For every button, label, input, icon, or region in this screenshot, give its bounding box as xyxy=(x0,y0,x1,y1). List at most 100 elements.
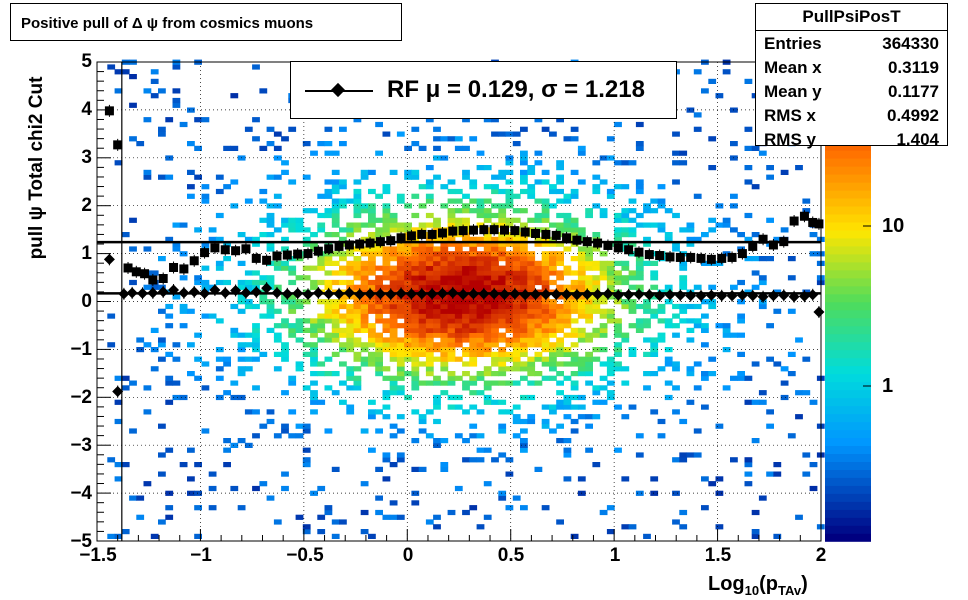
heatmap-cell xyxy=(505,313,514,319)
heatmap-cell xyxy=(331,299,340,305)
heatmap-cell xyxy=(606,371,615,377)
heatmap-cell xyxy=(491,236,499,242)
sigma-point xyxy=(344,240,354,250)
heatmap-cell xyxy=(266,303,275,310)
heatmap-cell xyxy=(556,438,564,444)
heatmap-cell xyxy=(570,361,579,367)
heatmap-cell xyxy=(708,481,717,487)
y-tick-label: 1 xyxy=(81,243,92,264)
z-tick-label: 10 xyxy=(882,215,905,237)
heatmap-cell xyxy=(179,251,188,257)
heatmap-cell xyxy=(201,361,210,367)
heatmap-cell xyxy=(324,385,333,391)
heatmap-cell xyxy=(404,332,412,338)
heatmap-cell xyxy=(368,308,376,314)
heatmap-cell xyxy=(498,313,507,319)
heatmap-cell xyxy=(614,232,622,238)
heatmap-cell xyxy=(440,380,449,386)
heatmap-cell xyxy=(715,222,724,228)
heatmap-cell xyxy=(295,366,304,372)
heatmap-cell xyxy=(324,232,333,238)
heatmap-cell xyxy=(701,375,709,381)
heatmap-cell xyxy=(237,232,246,238)
heatmap-cell xyxy=(592,184,601,190)
heatmap-cell xyxy=(447,198,456,204)
heatmap-cell xyxy=(107,313,116,319)
heatmap-cell xyxy=(635,188,644,195)
heatmap-cell xyxy=(375,318,383,324)
heatmap-cell xyxy=(288,217,297,223)
heatmap-cell xyxy=(563,246,572,252)
heatmap-cell xyxy=(520,418,528,425)
heatmap-cell xyxy=(585,246,593,252)
heatmap-cell xyxy=(418,418,427,425)
heatmap-cell xyxy=(353,227,362,233)
heatmap-cell xyxy=(324,179,333,185)
heatmap-cell xyxy=(549,313,557,319)
heatmap-cell xyxy=(331,251,340,257)
heatmap-cell xyxy=(512,414,521,420)
heatmap-cell xyxy=(447,509,456,516)
heatmap-cell xyxy=(643,222,651,228)
heatmap-cell xyxy=(657,308,666,314)
heatmap-cell xyxy=(411,193,420,199)
heatmap-cell xyxy=(476,212,485,219)
heatmap-cell xyxy=(440,251,449,257)
heatmap-cell xyxy=(310,208,318,214)
heatmap-cell xyxy=(288,279,297,286)
heatmap-cell xyxy=(563,414,572,420)
heatmap-cell xyxy=(194,533,202,539)
heatmap-cell xyxy=(498,366,507,372)
heatmap-cell xyxy=(389,308,398,314)
heatmap-cell xyxy=(476,409,485,415)
heatmap-cell xyxy=(121,69,130,75)
heatmap-cell xyxy=(621,275,630,281)
heatmap-cell xyxy=(780,380,789,386)
heatmap-cell xyxy=(418,323,427,329)
heatmap-cell xyxy=(331,208,340,214)
heatmap-cell xyxy=(244,126,253,132)
heatmap-cell xyxy=(628,404,637,410)
heatmap-cell xyxy=(396,265,405,271)
heatmap-cell xyxy=(121,385,130,391)
heatmap-cell xyxy=(288,303,297,310)
heatmap-cell xyxy=(411,212,420,219)
heatmap-cell xyxy=(281,136,289,142)
heatmap-cell xyxy=(737,318,745,324)
heatmap-cell xyxy=(491,270,499,276)
heatmap-cell xyxy=(230,203,239,209)
heatmap-cell xyxy=(375,217,383,223)
heatmap-cell xyxy=(353,318,362,324)
heatmap-cell xyxy=(708,227,717,233)
heatmap-cell xyxy=(541,169,550,175)
heatmap-cell xyxy=(223,279,231,286)
heatmap-cell xyxy=(592,414,601,420)
heatmap-cell xyxy=(606,270,615,276)
heatmap-cell xyxy=(223,462,231,468)
heatmap-cell xyxy=(628,303,637,310)
heatmap-cell xyxy=(491,284,499,290)
heatmap-cell xyxy=(324,212,333,219)
heatmap-cell xyxy=(512,356,521,362)
heatmap-cell xyxy=(483,117,492,123)
heatmap-cell xyxy=(187,342,195,348)
heatmap-cell xyxy=(418,260,427,266)
heatmap-cell xyxy=(599,385,608,391)
heatmap-cell xyxy=(433,313,441,319)
x-tick-label: 1 xyxy=(609,545,621,566)
heatmap-cell xyxy=(389,270,398,276)
heatmap-cell xyxy=(498,208,507,214)
heatmap-cell xyxy=(549,256,557,262)
heatmap-cell xyxy=(440,318,449,324)
heatmap-cell xyxy=(302,529,311,535)
heatmap-cell xyxy=(592,399,601,405)
heatmap-cell xyxy=(730,375,738,381)
heatmap-cell xyxy=(585,265,593,271)
heatmap-cell xyxy=(570,308,579,314)
heatmap-cell xyxy=(454,217,463,223)
heatmap-cell xyxy=(469,241,478,247)
heatmap-cell xyxy=(701,404,709,410)
heatmap-cell xyxy=(773,533,782,539)
heatmap-cell xyxy=(744,126,753,132)
mu-point xyxy=(168,284,180,296)
